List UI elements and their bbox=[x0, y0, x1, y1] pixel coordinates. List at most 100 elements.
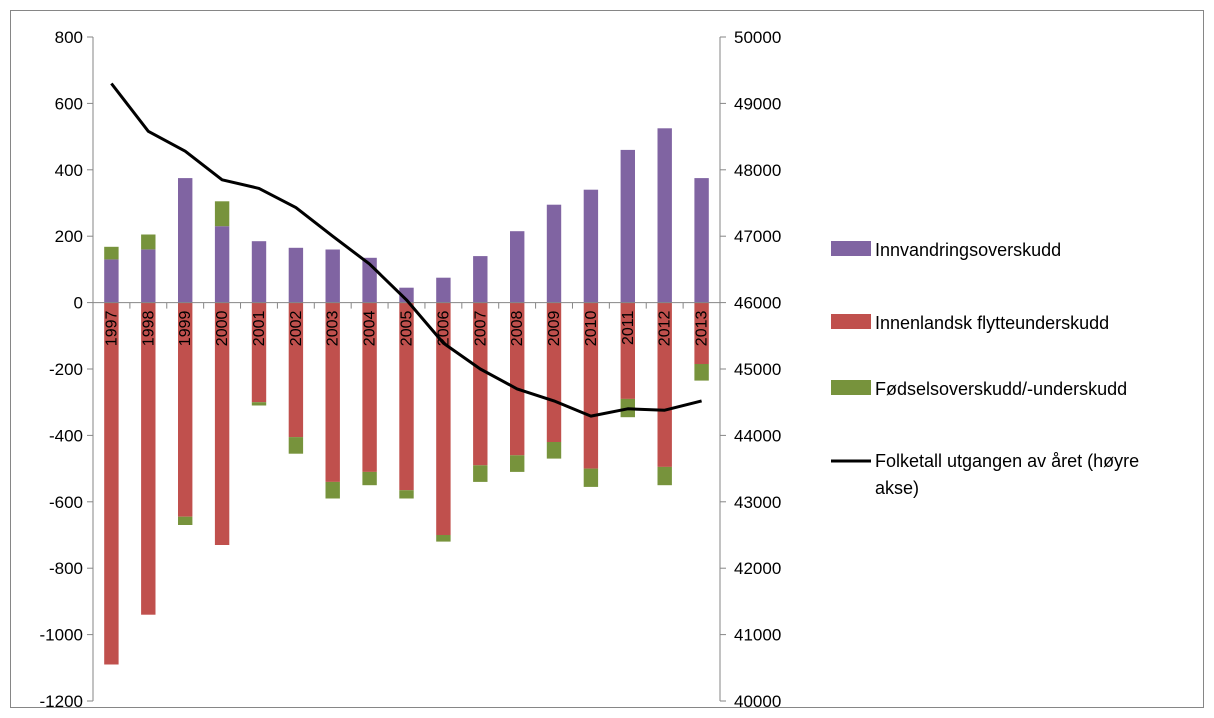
category-label-2009: 2009 bbox=[546, 310, 563, 346]
category-label-2008: 2008 bbox=[509, 310, 526, 346]
line-layer bbox=[110, 82, 702, 418]
left-tick-label: 200 bbox=[55, 227, 83, 246]
bar-2-2012 bbox=[657, 302, 672, 467]
right-tick-label: 48000 bbox=[734, 161, 781, 180]
bar-1-2009 bbox=[546, 204, 562, 303]
legend-swatch-innenlandsk bbox=[831, 314, 871, 329]
category-label-2012: 2012 bbox=[657, 310, 674, 346]
bar-3-2007 bbox=[473, 465, 488, 482]
left-tick-label: 600 bbox=[55, 94, 83, 113]
bar-1-2006 bbox=[436, 277, 451, 303]
bar-2-2002 bbox=[288, 302, 304, 438]
legend-label-folketall-line2: akse) bbox=[875, 478, 919, 498]
right-tick-label: 42000 bbox=[734, 559, 781, 578]
bar-2-2010 bbox=[583, 302, 599, 469]
bar-1-2003 bbox=[325, 249, 340, 303]
bar-3-2001 bbox=[251, 402, 267, 406]
bar-1-2013 bbox=[694, 178, 709, 303]
left-tick-label: 800 bbox=[55, 28, 83, 47]
category-label-2010: 2010 bbox=[583, 310, 600, 346]
bar-3-2010 bbox=[583, 468, 599, 487]
category-label-2013: 2013 bbox=[694, 310, 711, 346]
legend-swatch-fodsel bbox=[831, 380, 871, 395]
left-tick-label: -800 bbox=[49, 559, 83, 578]
bar-2-2009 bbox=[546, 302, 562, 442]
category-label-2005: 2005 bbox=[399, 310, 416, 346]
legend-label-fodsel: Fødselsoverskudd/-underskudd bbox=[875, 379, 1127, 399]
bar-3-2009 bbox=[546, 442, 562, 459]
left-tick-label: -1200 bbox=[40, 692, 83, 711]
bar-2-2011 bbox=[620, 302, 635, 399]
bar-3-2004 bbox=[362, 471, 377, 486]
left-tick-label: -1000 bbox=[40, 626, 83, 645]
bar-1-2002 bbox=[288, 247, 304, 303]
bar-2-2006 bbox=[436, 302, 451, 535]
category-label-2002: 2002 bbox=[288, 310, 305, 346]
bar-2-2007 bbox=[473, 302, 488, 466]
bar-3-2012 bbox=[657, 466, 672, 486]
bar-1-2000 bbox=[214, 226, 230, 303]
category-label-2003: 2003 bbox=[325, 310, 342, 346]
bar-2-2001 bbox=[251, 302, 267, 403]
right-tick-label: 41000 bbox=[734, 626, 781, 645]
bar-1-2010 bbox=[583, 189, 599, 303]
bar-1-2001 bbox=[251, 241, 267, 303]
bar-1-2007 bbox=[473, 256, 488, 303]
category-label-1997: 1997 bbox=[103, 310, 120, 346]
left-tick-label: -200 bbox=[49, 360, 83, 379]
right-tick-label: 47000 bbox=[734, 227, 781, 246]
right-tick-label: 49000 bbox=[734, 94, 781, 113]
left-tick-label: -400 bbox=[49, 426, 83, 445]
bar-1-1997 bbox=[104, 259, 119, 303]
axes-layer bbox=[87, 36, 726, 702]
right-tick-label: 43000 bbox=[734, 493, 781, 512]
bar-2-2004 bbox=[362, 302, 377, 472]
bar-3-1999 bbox=[178, 516, 193, 525]
right-tick-label: 44000 bbox=[734, 426, 781, 445]
legend: Innvandringsoverskudd Innenlandsk flytte… bbox=[831, 240, 1139, 498]
left-tick-label: 400 bbox=[55, 161, 83, 180]
bar-3-2006 bbox=[436, 535, 451, 542]
bar-2-1999 bbox=[178, 302, 193, 517]
bar-3-2000 bbox=[214, 201, 230, 227]
bar-2-2003 bbox=[325, 302, 340, 482]
category-label-1998: 1998 bbox=[140, 310, 157, 346]
bar-1-2012 bbox=[657, 128, 672, 303]
category-label-2004: 2004 bbox=[362, 310, 379, 346]
bars-layer bbox=[104, 128, 709, 665]
bar-2-2005 bbox=[399, 302, 414, 491]
legend-swatch-innvandring bbox=[831, 241, 871, 256]
bar-1-1999 bbox=[178, 178, 193, 303]
bar-3-2003 bbox=[325, 481, 340, 499]
right-tick-label: 50000 bbox=[734, 28, 781, 47]
legend-label-innvandring: Innvandringsoverskudd bbox=[875, 240, 1061, 260]
chart-frame bbox=[10, 10, 1204, 708]
left-tick-label: -600 bbox=[49, 493, 83, 512]
category-labels: 1997 1998 1999 2000 2001 2002 2003 2004 2005 2006… bbox=[103, 310, 710, 346]
bar-1-2005 bbox=[399, 287, 414, 303]
bar-2-2008 bbox=[510, 302, 525, 456]
bar-3-2013 bbox=[694, 364, 709, 381]
line-series-folketall bbox=[110, 82, 702, 418]
right-tick-label: 46000 bbox=[734, 294, 781, 313]
bar-2-1998 bbox=[141, 302, 156, 615]
bar-1-1998 bbox=[141, 249, 156, 303]
legend-label-folketall-line1: Folketall utgangen av året (høyre bbox=[875, 451, 1139, 471]
bar-3-2008 bbox=[510, 455, 525, 472]
category-label-2006: 2006 bbox=[435, 310, 452, 346]
category-label-2000: 2000 bbox=[214, 310, 231, 346]
legend-label-innenlandsk: Innenlandsk flytteunderskudd bbox=[875, 313, 1109, 333]
category-label-2001: 2001 bbox=[251, 310, 268, 346]
bar-3-1997 bbox=[104, 246, 119, 260]
bar-2-1997 bbox=[104, 302, 119, 665]
right-tick-label: 40000 bbox=[734, 692, 781, 711]
bar-2-2000 bbox=[214, 302, 230, 545]
right-tick-label: 45000 bbox=[734, 360, 781, 379]
bar-1-2008 bbox=[510, 231, 525, 303]
bar-3-1998 bbox=[141, 234, 156, 250]
category-label-2011: 2011 bbox=[620, 310, 637, 345]
category-label-2007: 2007 bbox=[472, 310, 489, 346]
bar-2-2013 bbox=[694, 302, 709, 364]
category-label-1999: 1999 bbox=[177, 310, 194, 346]
